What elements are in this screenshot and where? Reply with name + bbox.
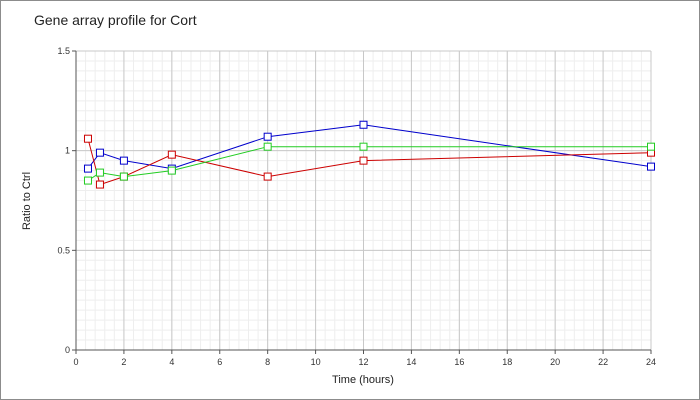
series-1-point — [647, 162, 655, 171]
x-tick-label: 6 — [217, 357, 222, 367]
x-tick-label: 18 — [502, 357, 512, 367]
x-tick-label: 20 — [550, 357, 560, 367]
series-layer — [83, 120, 655, 189]
series-1-point — [263, 132, 272, 141]
x-tick-label: 0 — [73, 357, 78, 367]
series-1-point — [119, 156, 128, 165]
y-tick-label: 1.5 — [57, 46, 70, 56]
axis-layer — [72, 50, 652, 354]
y-tick-label: 0.5 — [57, 245, 70, 255]
series-1-point — [359, 120, 368, 129]
series-2-point — [95, 180, 104, 189]
series-1-point — [83, 164, 92, 173]
x-axis-label: Time (hours) — [332, 374, 394, 386]
series-3-point — [647, 142, 655, 151]
series-3-point — [263, 142, 272, 151]
x-tick-label: 22 — [598, 357, 608, 367]
x-tick-label: 12 — [358, 357, 368, 367]
series-2-point — [83, 134, 92, 143]
x-tick-label: 10 — [311, 357, 321, 367]
y-axis-label: Ratio to Ctrl — [21, 171, 33, 231]
y-tick-label: 1 — [65, 146, 70, 156]
series-2-point — [263, 172, 272, 181]
series-3-point — [167, 166, 176, 175]
x-tick-label: 4 — [169, 357, 174, 367]
x-tick-label: 8 — [265, 357, 270, 367]
x-tick-label: 14 — [406, 357, 416, 367]
series-3-point — [119, 172, 128, 181]
x-tick-label: 2 — [121, 357, 126, 367]
x-tick-label: 24 — [646, 357, 656, 367]
series-3-point — [83, 176, 92, 185]
y-tick-label: 0 — [65, 345, 70, 355]
series-3-point — [359, 142, 368, 151]
grid-layer — [75, 50, 652, 351]
chart-title: Gene array profile for Cort — [34, 12, 197, 28]
series-2-point — [167, 150, 176, 159]
x-tick-label: 16 — [454, 357, 464, 367]
series-1-point — [95, 148, 104, 157]
series-3-point — [95, 168, 104, 177]
series-2-point — [359, 156, 368, 165]
